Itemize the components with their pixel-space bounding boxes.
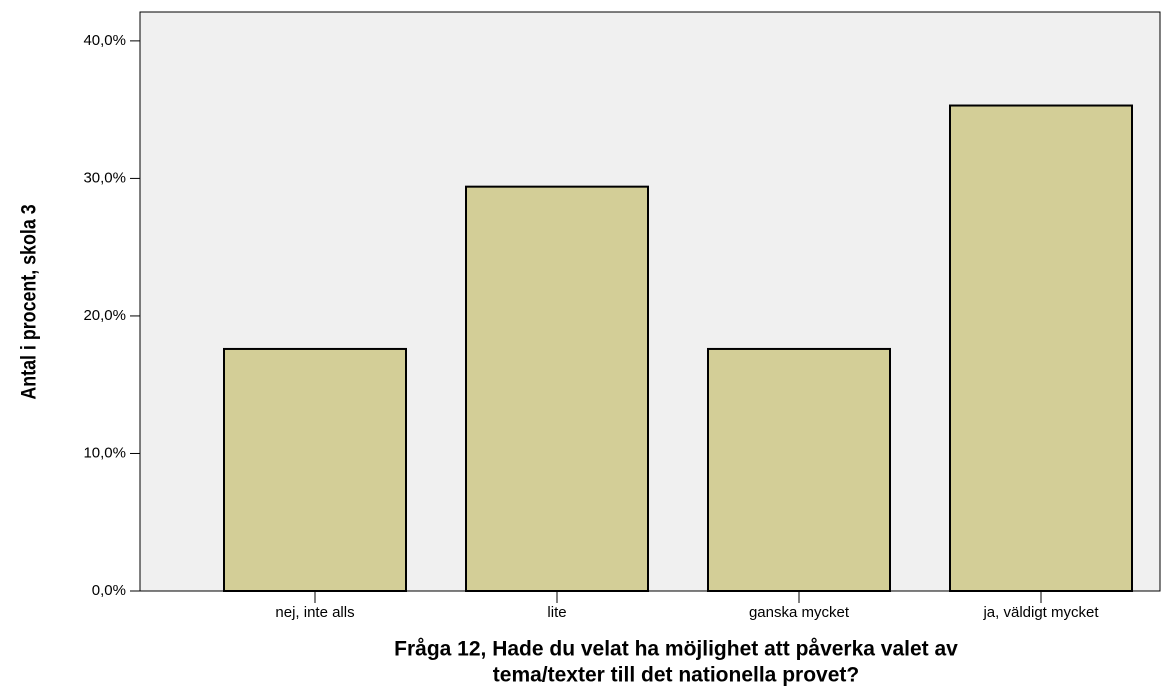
x-tick-label: ganska mycket (749, 604, 850, 621)
y-tick-label: 40,0% (83, 32, 126, 49)
bar (223, 347, 407, 593)
x-axis-label: Fråga 12, Hade du velat ha möjlighet att… (394, 638, 958, 661)
y-axis-label: Antal i procent, skola 3 (17, 204, 41, 399)
bar (465, 185, 649, 592)
x-tick-label: ja, väldigt mycket (982, 604, 1099, 621)
bar (949, 104, 1133, 592)
bar (707, 347, 891, 593)
x-tick-label: nej, inte alls (275, 604, 354, 621)
y-tick-label: 20,0% (83, 307, 126, 324)
y-tick-label: 0,0% (92, 582, 126, 599)
y-tick-label: 30,0% (83, 169, 126, 186)
x-tick-label: lite (547, 604, 566, 621)
y-tick-label: 10,0% (83, 444, 126, 461)
x-axis-label: tema/texter till det nationella provet? (493, 664, 859, 687)
